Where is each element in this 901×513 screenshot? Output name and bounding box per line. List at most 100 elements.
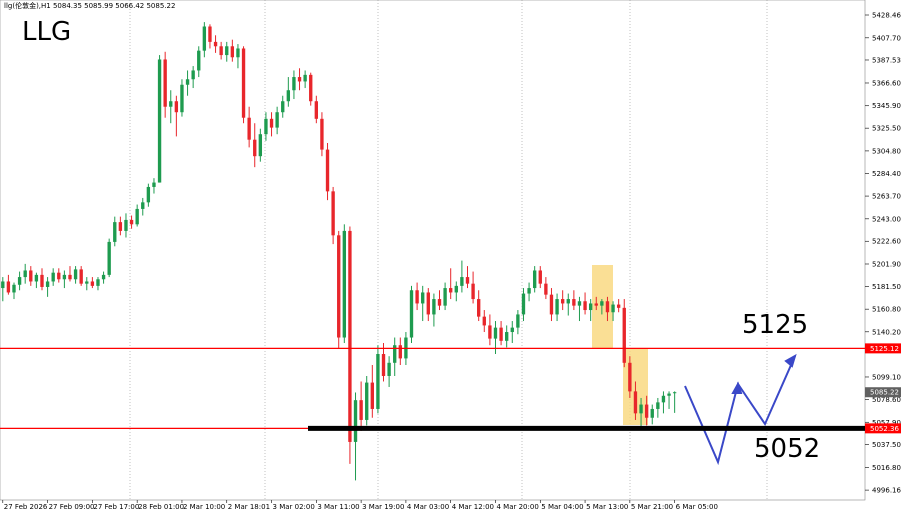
candle-body xyxy=(51,272,55,282)
x-tick-label: 27 Feb 09:00 xyxy=(49,503,95,511)
projection-arrows xyxy=(684,353,797,466)
candle-body xyxy=(101,274,106,280)
candle-body xyxy=(180,84,184,113)
y-tick-label: 5407.70 xyxy=(872,34,901,42)
candle-body xyxy=(57,272,61,280)
x-tick-label: 4 Mar 20:00 xyxy=(496,503,538,511)
candle-body xyxy=(538,270,542,284)
y-tick-label: 5037.50 xyxy=(872,441,901,449)
candle-body xyxy=(398,345,402,359)
candle-body xyxy=(510,327,514,333)
candle-body xyxy=(622,307,626,363)
candle-body xyxy=(409,290,414,338)
candle-body xyxy=(40,274,44,287)
candle-body xyxy=(672,392,677,394)
candle-body xyxy=(639,404,643,414)
x-tick-label: 28 Feb 01:00 xyxy=(138,503,184,511)
candle-body xyxy=(572,299,576,306)
candle-body xyxy=(376,354,380,409)
candle-body xyxy=(146,186,151,203)
candle-body xyxy=(264,118,268,135)
y-tick-label: 5325.50 xyxy=(872,125,901,133)
candle-body xyxy=(85,281,89,284)
candle-body xyxy=(521,293,526,315)
candle-body xyxy=(309,74,313,102)
chart-title: LLG xyxy=(22,17,71,47)
candle-body xyxy=(527,288,531,294)
x-tick-label: 5 Mar 13:00 xyxy=(586,503,628,511)
candle-body xyxy=(588,303,593,311)
candle-body xyxy=(107,241,111,275)
candle-body xyxy=(1,281,5,289)
candle-body xyxy=(62,274,67,280)
price-tag-label: 5052.36 xyxy=(870,425,899,433)
candle-body xyxy=(477,299,481,317)
candle-body xyxy=(348,230,352,442)
candle-body xyxy=(605,301,610,313)
y-tick-label: 5201.90 xyxy=(872,260,901,268)
candle-body xyxy=(415,290,419,304)
candle-body xyxy=(532,270,537,289)
candle-body xyxy=(516,314,520,328)
y-tick-label: 4996.16 xyxy=(872,487,901,495)
annotation: 5125 xyxy=(742,310,808,340)
x-tick-label: 2 Mar 10:00 xyxy=(183,503,225,511)
plot-area xyxy=(0,0,866,501)
candle-body xyxy=(656,402,660,409)
candle-body xyxy=(353,400,358,442)
candle-body xyxy=(68,274,72,280)
period-separators xyxy=(129,0,768,500)
candle-body xyxy=(426,292,430,315)
candle-body xyxy=(23,270,27,278)
candle-body xyxy=(633,391,638,414)
candle-body xyxy=(219,46,223,56)
candle-body xyxy=(594,303,598,306)
candle-body xyxy=(314,101,319,119)
candle-body xyxy=(505,332,509,341)
annotation: 5052 xyxy=(754,434,820,464)
candle-body xyxy=(577,301,582,306)
highlight-box xyxy=(592,265,613,348)
x-tick-label: 3 Mar 19:00 xyxy=(362,503,404,511)
x-tick-label: 4 Mar 03:00 xyxy=(407,503,449,511)
candle-body xyxy=(342,230,346,338)
candle-body xyxy=(381,354,386,376)
candle-body xyxy=(185,79,190,85)
price-tag xyxy=(865,343,901,354)
candle-body xyxy=(454,285,458,293)
candle-body xyxy=(12,284,16,293)
y-tick-label: 5160.80 xyxy=(872,306,901,314)
candle-body xyxy=(258,134,263,157)
candle-body xyxy=(443,288,447,306)
candle-body xyxy=(628,362,632,392)
candle-body xyxy=(449,288,453,293)
candle-body xyxy=(90,281,95,286)
candle-body xyxy=(365,382,369,420)
y-tick-label: 5428.46 xyxy=(872,12,901,20)
candle-body xyxy=(213,41,218,47)
candle-body xyxy=(236,48,240,58)
candle-body xyxy=(275,112,279,128)
candle-body xyxy=(113,222,117,242)
candle-body xyxy=(6,281,11,293)
candle-body xyxy=(437,299,442,306)
candle-body xyxy=(73,269,78,280)
candle-body xyxy=(471,283,475,300)
candle-body xyxy=(650,408,654,418)
candle-body xyxy=(152,182,156,187)
candle-body xyxy=(241,48,246,118)
candle-body xyxy=(79,269,83,284)
price-tag xyxy=(865,423,901,434)
candle-body xyxy=(555,299,559,315)
candle-body xyxy=(499,327,503,341)
candle-body xyxy=(549,294,554,315)
candle-body xyxy=(320,118,324,150)
candle-body xyxy=(253,139,257,157)
candle-body xyxy=(488,325,492,339)
candle-body xyxy=(191,70,195,80)
candle-body xyxy=(225,46,229,56)
candle-body xyxy=(644,404,649,418)
candle-body xyxy=(616,304,621,308)
x-tick-label: 6 Mar 05:00 xyxy=(676,503,718,511)
y-tick-label: 5078.60 xyxy=(872,396,901,404)
